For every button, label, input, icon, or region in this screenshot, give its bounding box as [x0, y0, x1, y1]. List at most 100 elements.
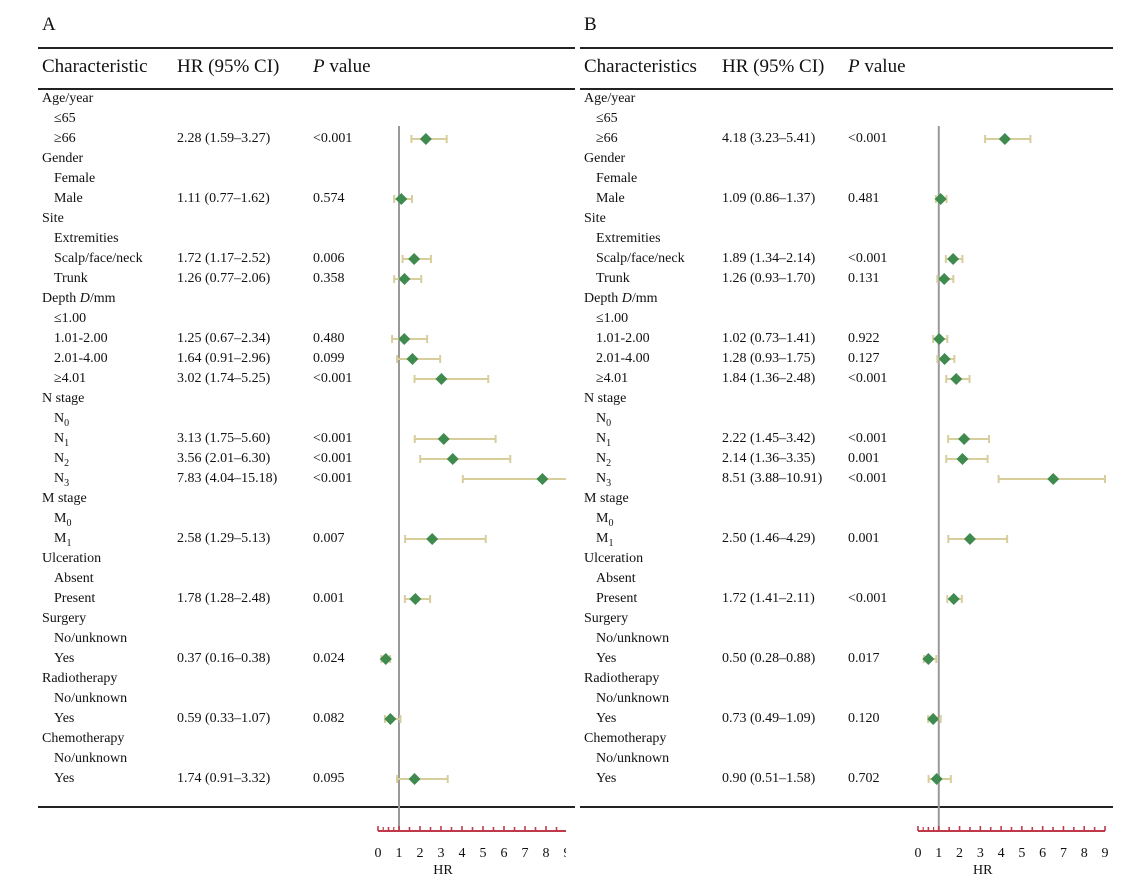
row-hr-ci: 1.89 (1.34–2.14) [722, 251, 816, 266]
row-label-text: M [596, 531, 609, 546]
row-p-value: 0.120 [848, 711, 880, 726]
header-p-rest: value [859, 56, 906, 77]
row-label-text: N [596, 411, 607, 426]
row-label-text: N [596, 451, 607, 466]
hr-point [395, 193, 408, 205]
row-label-text: M [54, 531, 67, 546]
row-label-text: Present [54, 591, 96, 606]
hr-point [419, 133, 432, 145]
header-p-italic: P [848, 56, 860, 77]
header-hr-ci: HR (95% CI) [177, 56, 280, 77]
hr-point [938, 273, 951, 285]
row-label: No/unknown [54, 629, 127, 649]
row-p-value: 0.017 [848, 651, 880, 666]
hr-point [437, 433, 450, 445]
row-hr-ci: 1.72 (1.17–2.52) [177, 251, 271, 266]
row-label: Yes [596, 649, 616, 669]
row-hr-ci: 2.50 (1.46–4.29) [722, 531, 816, 546]
row-p-value: 0.001 [313, 591, 345, 606]
row-label: Radiotherapy [584, 669, 659, 689]
hr-point [408, 773, 421, 785]
x-tick-label: 5 [1018, 846, 1025, 861]
row-label-subscript: 1 [66, 538, 72, 549]
row-label: Surgery [584, 609, 628, 629]
table-rule [580, 47, 1113, 49]
row-hr-ci: 2.14 (1.36–3.35) [722, 451, 816, 466]
x-axis-label: HR [973, 863, 993, 878]
row-label: Ulceration [42, 549, 101, 569]
row-p-value: 0.127 [848, 351, 880, 366]
row-label-subscript: 0 [64, 418, 70, 429]
row-hr-ci: 1.11 (0.77–1.62) [177, 191, 270, 206]
x-tick-label: 8 [1081, 846, 1088, 861]
row-label: No/unknown [54, 749, 127, 769]
row-label: Present [596, 589, 637, 609]
row-label-text: No/unknown [596, 631, 670, 646]
x-tick-label: 7 [522, 846, 529, 861]
row-p-value: <0.001 [848, 131, 888, 146]
x-tick-label: 1 [396, 846, 403, 861]
row-hr-ci: 2.58 (1.29–5.13) [177, 531, 271, 546]
row-label: Present [54, 589, 95, 609]
hr-point [927, 713, 940, 725]
row-label-subscript: 1 [608, 538, 614, 549]
x-tick-label: 2 [956, 846, 963, 861]
row-label: Depth D/mm [584, 289, 658, 309]
row-label-text: N stage [584, 391, 627, 406]
row-label-text: 1.01-2.00 [54, 331, 108, 346]
row-label-text: Site [584, 211, 606, 226]
row-hr-ci: 8.51 (3.88–10.91) [722, 471, 823, 486]
x-tick-label: 6 [501, 846, 508, 861]
row-label-text: N [54, 471, 65, 486]
row-label-text: N stage [42, 391, 85, 406]
row-label: 1.01-2.00 [596, 329, 650, 349]
row-label-text: N [54, 431, 65, 446]
row-label-text: No/unknown [596, 751, 670, 766]
row-label-text: M [596, 511, 609, 526]
row-label: 2.01-4.00 [596, 349, 650, 369]
row-label-text: Ulceration [42, 551, 102, 566]
row-label-text: N [596, 471, 607, 486]
row-label-text: ≤65 [54, 111, 76, 126]
panel-label: A [42, 14, 56, 35]
row-label-subscript: 0 [66, 518, 72, 529]
forest-panel-b: B Characteristics HR (95% CI) P value 0 1 2 3 4 5… [566, 0, 1132, 892]
row-label-text: Age/year [42, 91, 94, 106]
row-label: N0 [54, 409, 69, 429]
x-tick-label: 3 [977, 846, 984, 861]
row-label: N stage [584, 389, 626, 409]
row-label: Yes [54, 649, 74, 669]
panel-label: B [584, 14, 597, 35]
row-label: No/unknown [596, 689, 669, 709]
row-label-text: Yes [596, 651, 617, 666]
row-label: Radiotherapy [42, 669, 117, 689]
x-tick-label: 0 [375, 846, 382, 861]
header-p-italic: P [313, 56, 325, 77]
hr-point [379, 653, 392, 665]
row-label: N stage [42, 389, 84, 409]
row-label-text: Radiotherapy [584, 671, 660, 686]
row-label: M0 [54, 509, 71, 529]
hr-point [956, 453, 969, 465]
row-label: Male [596, 189, 625, 209]
row-label-italic: D [621, 291, 632, 306]
row-label: Male [54, 189, 83, 209]
row-label-text: ≥66 [596, 131, 618, 146]
row-p-value: 0.001 [848, 531, 880, 546]
row-label-text: Yes [596, 771, 617, 786]
row-label: Scalp/face/neck [596, 249, 685, 269]
row-label: Chemotherapy [42, 729, 124, 749]
hr-point [398, 273, 411, 285]
row-label: No/unknown [596, 629, 669, 649]
row-hr-ci: 1.28 (0.93–1.75) [722, 351, 816, 366]
table-rule [38, 88, 575, 90]
row-label-subscript: 1 [606, 438, 612, 449]
row-label-text: Extremities [54, 231, 119, 246]
row-label-text: Present [596, 591, 638, 606]
row-label: Depth D/mm [42, 289, 116, 309]
row-label-text: No/unknown [54, 691, 128, 706]
row-p-value: <0.001 [313, 471, 353, 486]
hr-point [398, 333, 411, 345]
row-p-value: 0.001 [848, 451, 880, 466]
row-label-subscript: 1 [64, 438, 70, 449]
